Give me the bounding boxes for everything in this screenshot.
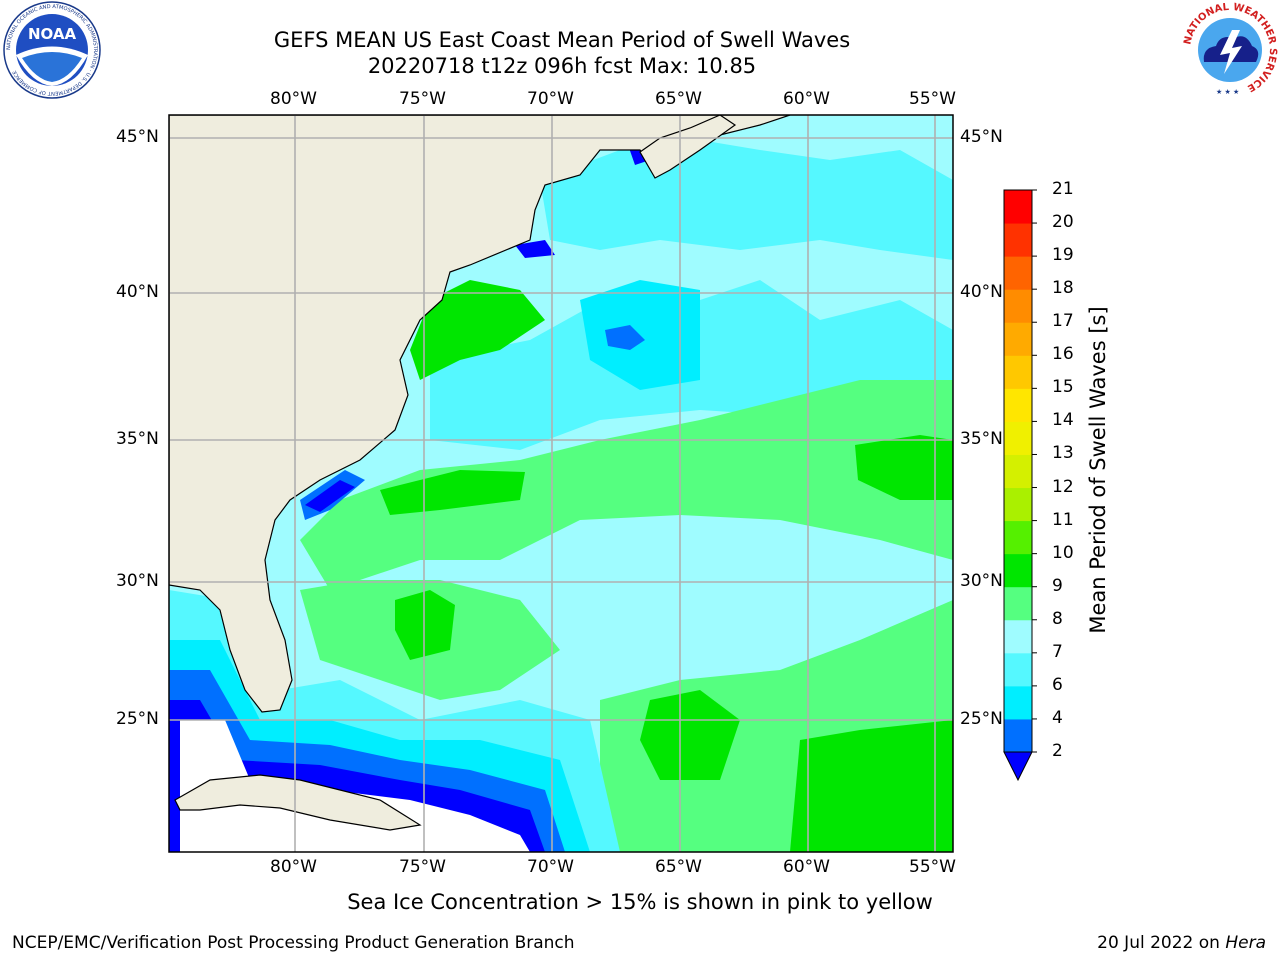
lat-tick-right: 40°N xyxy=(960,282,1003,302)
lat-tick-left: 45°N xyxy=(116,127,159,147)
colorbar-segment xyxy=(1004,553,1032,588)
colorbar-label: 9 xyxy=(1052,575,1063,596)
footer-date: 20 Jul 2022 on xyxy=(1097,933,1226,953)
noaa-logo: NOAA NATIONAL OCEANIC AND ATMOSPHERIC AD… xyxy=(3,1,101,99)
colorbar-label: 17 xyxy=(1052,311,1074,332)
field-south-10s xyxy=(640,690,740,780)
colorbar-segment xyxy=(1004,421,1032,455)
lon-tick-bottom: 75°W xyxy=(399,857,446,877)
colorbar-label: 2 xyxy=(1052,741,1063,761)
colorbar-segment xyxy=(1004,322,1032,356)
colorbar-label: 19 xyxy=(1052,245,1074,266)
lon-tick-bottom: 80°W xyxy=(270,857,317,877)
lon-tick-bottom: 65°W xyxy=(655,857,702,877)
nws-logo: NATIONAL WEATHER SERVICE ★ ★ ★ xyxy=(1182,2,1278,98)
colorbar-label: 11 xyxy=(1052,509,1074,530)
lat-tick-left: 25°N xyxy=(116,709,159,729)
field-northeast-4s xyxy=(605,325,645,350)
graticule xyxy=(169,115,953,852)
colorbar-label: 20 xyxy=(1052,212,1074,233)
colorbar-label: 8 xyxy=(1052,608,1063,629)
lon-tick-top: 65°W xyxy=(655,89,702,109)
colorbar-label: 15 xyxy=(1052,377,1074,398)
colorbar-segment xyxy=(1004,586,1032,621)
chart-subtitle: 20220718 t12z 096h fcst Max: 10.85 xyxy=(367,54,757,78)
colorbar-segment xyxy=(1004,454,1032,489)
colorbar-segment xyxy=(1004,256,1032,290)
colorbar-label: 13 xyxy=(1052,443,1074,464)
field-midatlantic-10s xyxy=(410,280,545,380)
colorbar-label: 6 xyxy=(1052,674,1063,695)
chart-title: GEFS MEAN US East Coast Mean Period of S… xyxy=(273,28,851,52)
colorbar-segment xyxy=(1004,487,1032,522)
land-cuba xyxy=(174,774,422,831)
colorbar-segment xyxy=(1004,223,1032,257)
lon-tick-bottom: 70°W xyxy=(527,857,574,877)
colorbar-label: 16 xyxy=(1052,344,1074,365)
svg-text:★ ★ ★: ★ ★ ★ xyxy=(1216,88,1239,96)
map-frame xyxy=(168,114,954,853)
colorbar-segment xyxy=(1004,520,1032,555)
lon-tick-top: 75°W xyxy=(399,89,446,109)
field-longisland-2s xyxy=(515,240,555,258)
colorbar-label: 4 xyxy=(1052,707,1063,728)
colorbar-title: Mean Period of Swell Waves [s] xyxy=(1086,306,1110,634)
lon-tick-top: 60°W xyxy=(783,89,830,109)
colorbar-label: 21 xyxy=(1052,179,1074,199)
field-coast-2s xyxy=(305,480,355,512)
footer-credit: NCEP/EMC/Verification Post Processing Pr… xyxy=(12,933,575,953)
colorbar-label: 14 xyxy=(1052,410,1074,431)
lat-tick-right: 25°N xyxy=(960,709,1003,729)
field-offshore-10s xyxy=(380,470,525,515)
footer-host: Hera xyxy=(1225,933,1266,953)
lon-tick-top: 55°W xyxy=(909,89,956,109)
colorbar xyxy=(1003,189,1037,782)
lon-tick-bottom: 55°W xyxy=(909,857,956,877)
field-east-10s xyxy=(855,435,953,500)
colorbar-segment xyxy=(1004,190,1032,224)
map-area xyxy=(169,115,953,852)
field-subtrop-10s xyxy=(395,590,455,660)
field-midlat-9s xyxy=(300,380,953,590)
colorbar-label: 18 xyxy=(1052,278,1074,299)
colorbar-label: 10 xyxy=(1052,542,1074,563)
lat-tick-right: 30°N xyxy=(960,571,1003,591)
field-north-6s xyxy=(540,140,953,260)
colorbar-label: 7 xyxy=(1052,641,1063,662)
field-southeast-10s xyxy=(790,720,953,852)
noaa-logo-text: NOAA xyxy=(28,25,77,43)
lat-tick-right: 35°N xyxy=(960,429,1003,449)
lat-tick-left: 30°N xyxy=(116,571,159,591)
colorbar-frame xyxy=(1003,189,1033,753)
land-nova-scotia xyxy=(639,115,737,179)
colorbar-segment xyxy=(1004,289,1032,323)
colorbar-label: 12 xyxy=(1052,476,1074,497)
colorbar-segment xyxy=(1004,685,1032,720)
colorbar-under-arrow xyxy=(1003,751,1033,782)
lon-tick-top: 80°W xyxy=(270,89,317,109)
lon-tick-bottom: 60°W xyxy=(783,857,830,877)
lat-tick-right: 45°N xyxy=(960,127,1003,147)
caption: Sea Ice Concentration > 15% is shown in … xyxy=(347,890,933,914)
lat-tick-left: 35°N xyxy=(116,429,159,449)
lon-tick-top: 70°W xyxy=(527,89,574,109)
colorbar-segment xyxy=(1004,355,1032,389)
footer-timestamp: 20 Jul 2022 on Hera xyxy=(1097,933,1266,953)
lat-tick-left: 40°N xyxy=(116,282,159,302)
colorbar-segment xyxy=(1004,619,1032,654)
field-bahamas-blank xyxy=(180,720,530,852)
colorbar-segment xyxy=(1004,388,1032,422)
colorbar-segment xyxy=(1004,652,1032,687)
colorbar-segment xyxy=(1004,718,1032,753)
